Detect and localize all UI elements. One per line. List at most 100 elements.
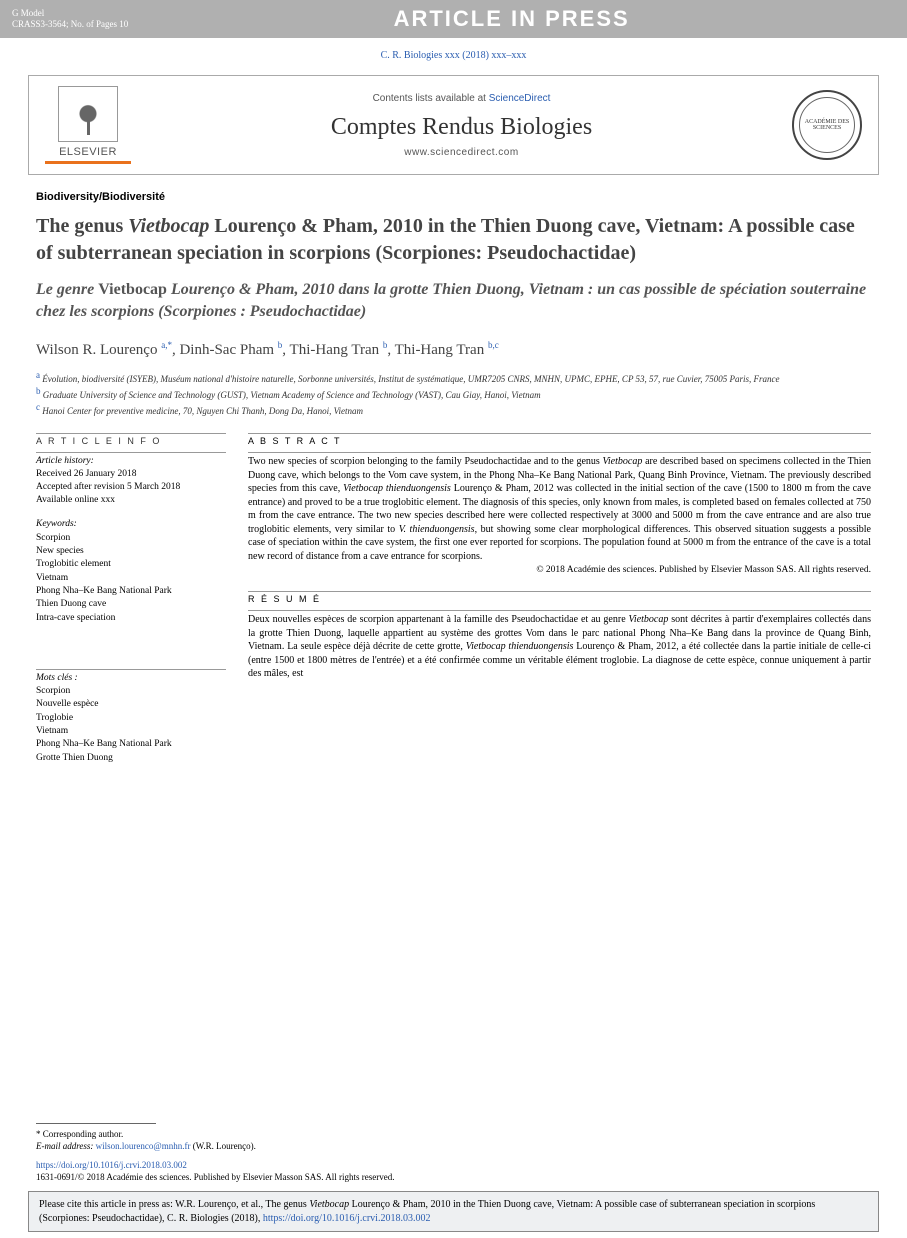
issn-line: 1631-0691/© 2018 Académie des sciences. …	[36, 1172, 871, 1182]
main-content: Biodiversity/Biodiversité The genus Viet…	[0, 175, 907, 779]
author-4: Thi-Hang Tran	[395, 342, 485, 358]
divider	[248, 452, 871, 453]
contents-prefix: Contents lists available at	[373, 93, 489, 104]
kw-4: Phong Nha–Ke Bang National Park	[36, 585, 226, 598]
kw-6: Intra-cave speciation	[36, 612, 226, 625]
affiliation-a: a Évolution, biodiversité (ISYEB), Muséu…	[36, 369, 871, 385]
journal-url[interactable]: www.sciencedirect.com	[149, 147, 774, 158]
subtitle-genus: Vietbocap	[98, 281, 167, 298]
journal-reference: C. R. Biologies xxx (2018) xxx–xxx	[0, 50, 907, 61]
banner-left: G Model CRASS3-3564; No. of Pages 10	[12, 8, 128, 30]
article-history: Article history: Received 26 January 201…	[36, 455, 226, 506]
divider	[36, 433, 226, 434]
sciencedirect-link[interactable]: ScienceDirect	[489, 93, 551, 104]
divider	[36, 669, 226, 670]
footer: * Corresponding author. E-mail address: …	[36, 1123, 871, 1182]
author-2: Dinh-Sac Pham	[179, 342, 274, 358]
author-3: Thi-Hang Tran	[290, 342, 380, 358]
mc-5: Grotte Thien Duong	[36, 752, 226, 765]
kw-1: New species	[36, 545, 226, 558]
affiliations: a Évolution, biodiversité (ISYEB), Muséu…	[36, 369, 871, 417]
cite-box: Please cite this article in press as: W.…	[28, 1191, 879, 1232]
cite-prefix: Please cite this article in press as: W.…	[39, 1199, 309, 1210]
aff-a-text: Évolution, biodiversité (ISYEB), Muséum …	[42, 374, 779, 384]
subtitle-pre: Le genre	[36, 281, 98, 298]
keywords-block: Keywords: Scorpion New species Troglobit…	[36, 518, 226, 624]
abs-p1: Two new species of scorpion belonging to…	[248, 456, 603, 467]
model-label: G Model	[12, 8, 128, 19]
journal-title: Comptes Rendus Biologies	[149, 114, 774, 141]
mc-4: Phong Nha–Ke Bang National Park	[36, 738, 226, 751]
elsevier-logo[interactable]: ELSEVIER	[45, 86, 131, 164]
elsevier-word: ELSEVIER	[59, 146, 117, 158]
author-3-aff[interactable]: b	[383, 340, 388, 350]
contents-line: Contents lists available at ScienceDirec…	[149, 93, 774, 104]
divider	[248, 591, 871, 592]
mc-1: Nouvelle espèce	[36, 698, 226, 711]
divider	[36, 452, 226, 453]
cite-doi-link[interactable]: https://doi.org/10.1016/j.crvi.2018.03.0…	[263, 1213, 431, 1224]
motscles-label: Mots clés :	[36, 672, 226, 685]
aff-b-text: Graduate University of Science and Techn…	[43, 390, 541, 400]
article-subtitle: Le genre Vietbocap Lourenço & Pham, 2010…	[36, 279, 871, 324]
res-p1: Deux nouvelles espèces de scorpion appar…	[248, 614, 629, 625]
journal-header: ELSEVIER Contents lists available at Sci…	[28, 75, 879, 175]
mc-0: Scorpion	[36, 685, 226, 698]
author-1: Wilson R. Lourenço	[36, 342, 157, 358]
divider	[248, 610, 871, 611]
section-label: Biodiversity/Biodiversité	[36, 191, 871, 203]
corresponding-author: * Corresponding author.	[36, 1128, 871, 1140]
doi-link[interactable]: https://doi.org/10.1016/j.crvi.2018.03.0…	[36, 1160, 187, 1170]
mc-3: Vietnam	[36, 725, 226, 738]
abstract-heading: A B S T R A C T	[248, 436, 871, 446]
author-2-aff[interactable]: b	[278, 340, 283, 350]
abstract-body: Two new species of scorpion belonging to…	[248, 455, 871, 563]
abs-s1: Vietbocap thienduongensis	[343, 483, 451, 494]
author-4-aff[interactable]: b,c	[488, 340, 499, 350]
title-genus: Vietbocap	[128, 215, 209, 237]
model-ref: CRASS3-3564; No. of Pages 10	[12, 19, 128, 30]
email-line: E-mail address: wilson.lourenco@mnhn.fr …	[36, 1140, 871, 1152]
footer-rule	[36, 1123, 156, 1124]
seal-text: ACADÉMIE DES SCIENCES	[794, 119, 860, 131]
article-info-heading: A R T I C L E I N F O	[36, 436, 226, 446]
info-abstract-row: A R T I C L E I N F O Article history: R…	[36, 431, 871, 779]
history-label: Article history:	[36, 455, 226, 468]
article-title: The genus Vietbocap Lourenço & Pham, 201…	[36, 213, 871, 267]
motscles-block: Mots clés : Scorpion Nouvelle espèce Tro…	[36, 672, 226, 765]
right-column: A B S T R A C T Two new species of scorp…	[248, 431, 871, 779]
doi-line: https://doi.org/10.1016/j.crvi.2018.03.0…	[36, 1160, 871, 1170]
res-s1: Vietbocap thienduongensis	[466, 641, 574, 652]
affiliation-c: c Hanoi Center for preventive medicine, …	[36, 401, 871, 417]
elsevier-tree-icon	[58, 86, 118, 142]
cite-genus: Vietbocap	[309, 1199, 349, 1210]
email-link[interactable]: wilson.lourenco@mnhn.fr	[96, 1141, 191, 1151]
author-1-aff[interactable]: a,*	[161, 340, 172, 350]
authors: Wilson R. Lourenço a,*, Dinh-Sac Pham b,…	[36, 340, 871, 359]
accepted: Accepted after revision 5 March 2018	[36, 481, 226, 494]
abs-g1: Vietbocap	[603, 456, 643, 467]
res-g1: Vietbocap	[629, 614, 669, 625]
resume-heading: R É S U M É	[248, 594, 871, 604]
affiliation-b: b Graduate University of Science and Tec…	[36, 385, 871, 401]
abs-s2: V. thienduongensis	[399, 524, 475, 535]
header-center: Contents lists available at ScienceDirec…	[149, 93, 774, 158]
kw-0: Scorpion	[36, 532, 226, 545]
mc-2: Troglobie	[36, 712, 226, 725]
elsevier-underline	[45, 161, 131, 164]
press-banner: G Model CRASS3-3564; No. of Pages 10 ART…	[0, 0, 907, 38]
title-pre: The genus	[36, 215, 128, 237]
divider	[248, 433, 871, 434]
received: Received 26 January 2018	[36, 468, 226, 481]
banner-title: ARTICLE IN PRESS	[128, 6, 895, 32]
kw-5: Thien Duong cave	[36, 598, 226, 611]
online: Available online xxx	[36, 494, 226, 507]
abstract-copyright: © 2018 Académie des sciences. Published …	[248, 565, 871, 575]
kw-3: Vietnam	[36, 572, 226, 585]
academie-seal-icon: ACADÉMIE DES SCIENCES	[792, 90, 862, 160]
aff-c-text: Hanoi Center for preventive medicine, 70…	[42, 406, 363, 416]
kw-2: Troglobitic element	[36, 558, 226, 571]
resume-section: R É S U M É Deux nouvelles espèces de sc…	[248, 591, 871, 681]
resume-body: Deux nouvelles espèces de scorpion appar…	[248, 613, 871, 681]
email-label: E-mail address:	[36, 1141, 93, 1151]
